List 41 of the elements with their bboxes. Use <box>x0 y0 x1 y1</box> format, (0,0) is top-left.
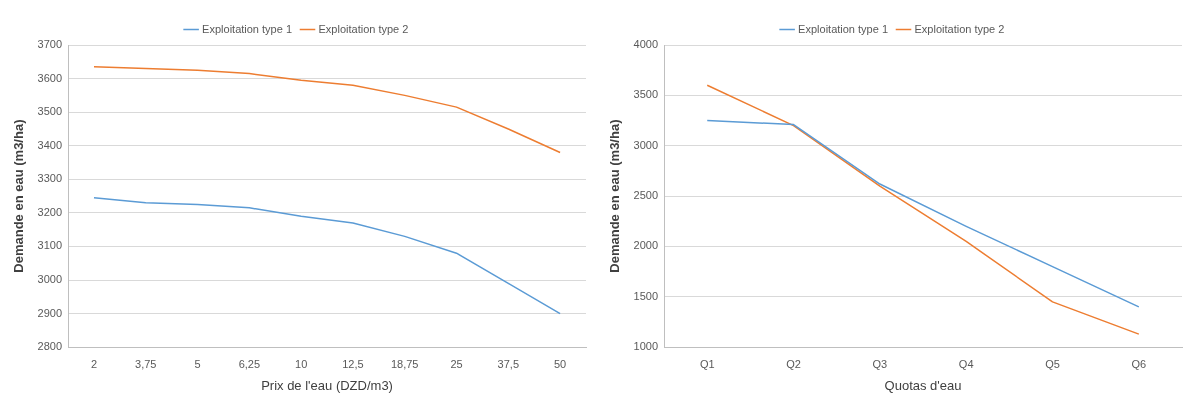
y-tick-label: 2000 <box>633 239 659 252</box>
y-tick-label: 3700 <box>37 38 63 51</box>
x-tick-label: 50 <box>553 357 567 370</box>
legend-label: Exploitation type 2 <box>318 22 409 35</box>
x-tick-label: Q3 <box>872 357 888 370</box>
legend-label: Exploitation type 1 <box>798 22 888 35</box>
y-tick-label: 2500 <box>633 189 659 202</box>
x-tick-label: 5 <box>194 357 201 370</box>
y-tick-label: 2900 <box>37 306 63 319</box>
legend-label: Exploitation type 2 <box>914 22 1005 35</box>
x-tick-label: 3,75 <box>135 357 157 370</box>
y-axis-title: Demande en eau (m3/ha) <box>11 119 27 273</box>
y-axis-title: Demande en eau (m3/ha) <box>607 119 623 273</box>
x-tick-label: Q6 <box>1131 357 1147 370</box>
y-tick-label: 3000 <box>633 138 659 151</box>
y-tick-label: 3500 <box>37 105 63 118</box>
x-tick-label: 25 <box>450 357 463 370</box>
y-tick-label: 3400 <box>37 138 63 151</box>
x-tick-label: 10 <box>295 357 308 370</box>
x-tick-label: Q4 <box>958 357 974 370</box>
y-tick-label: 4000 <box>633 38 659 51</box>
y-tick-label: 3200 <box>37 205 63 218</box>
x-tick-label: Q2 <box>786 357 801 370</box>
x-tick-label: Q5 <box>1045 357 1060 370</box>
x-axis-title: Prix de l'eau (DZD/m3) <box>261 377 393 393</box>
x-tick-label: 12,5 <box>342 357 364 370</box>
y-tick-label: 1500 <box>633 289 659 302</box>
y-tick-label: 3500 <box>633 88 659 101</box>
x-tick-label: 6,25 <box>238 357 261 370</box>
x-tick-label: 18,75 <box>390 357 419 370</box>
y-tick-label: 3300 <box>37 172 63 185</box>
x-axis-title: Quotas d'eau <box>884 377 962 393</box>
x-tick-label: 37,5 <box>497 357 520 370</box>
y-tick-label: 3100 <box>37 239 63 252</box>
y-tick-label: 3000 <box>37 273 63 286</box>
y-tick-label: 1000 <box>633 340 659 353</box>
y-tick-label: 2800 <box>37 340 63 353</box>
legend-label: Exploitation type 1 <box>202 22 292 35</box>
x-tick-label: Q1 <box>699 357 715 370</box>
y-tick-label: 3600 <box>37 71 63 84</box>
x-tick-label: 2 <box>90 357 98 370</box>
